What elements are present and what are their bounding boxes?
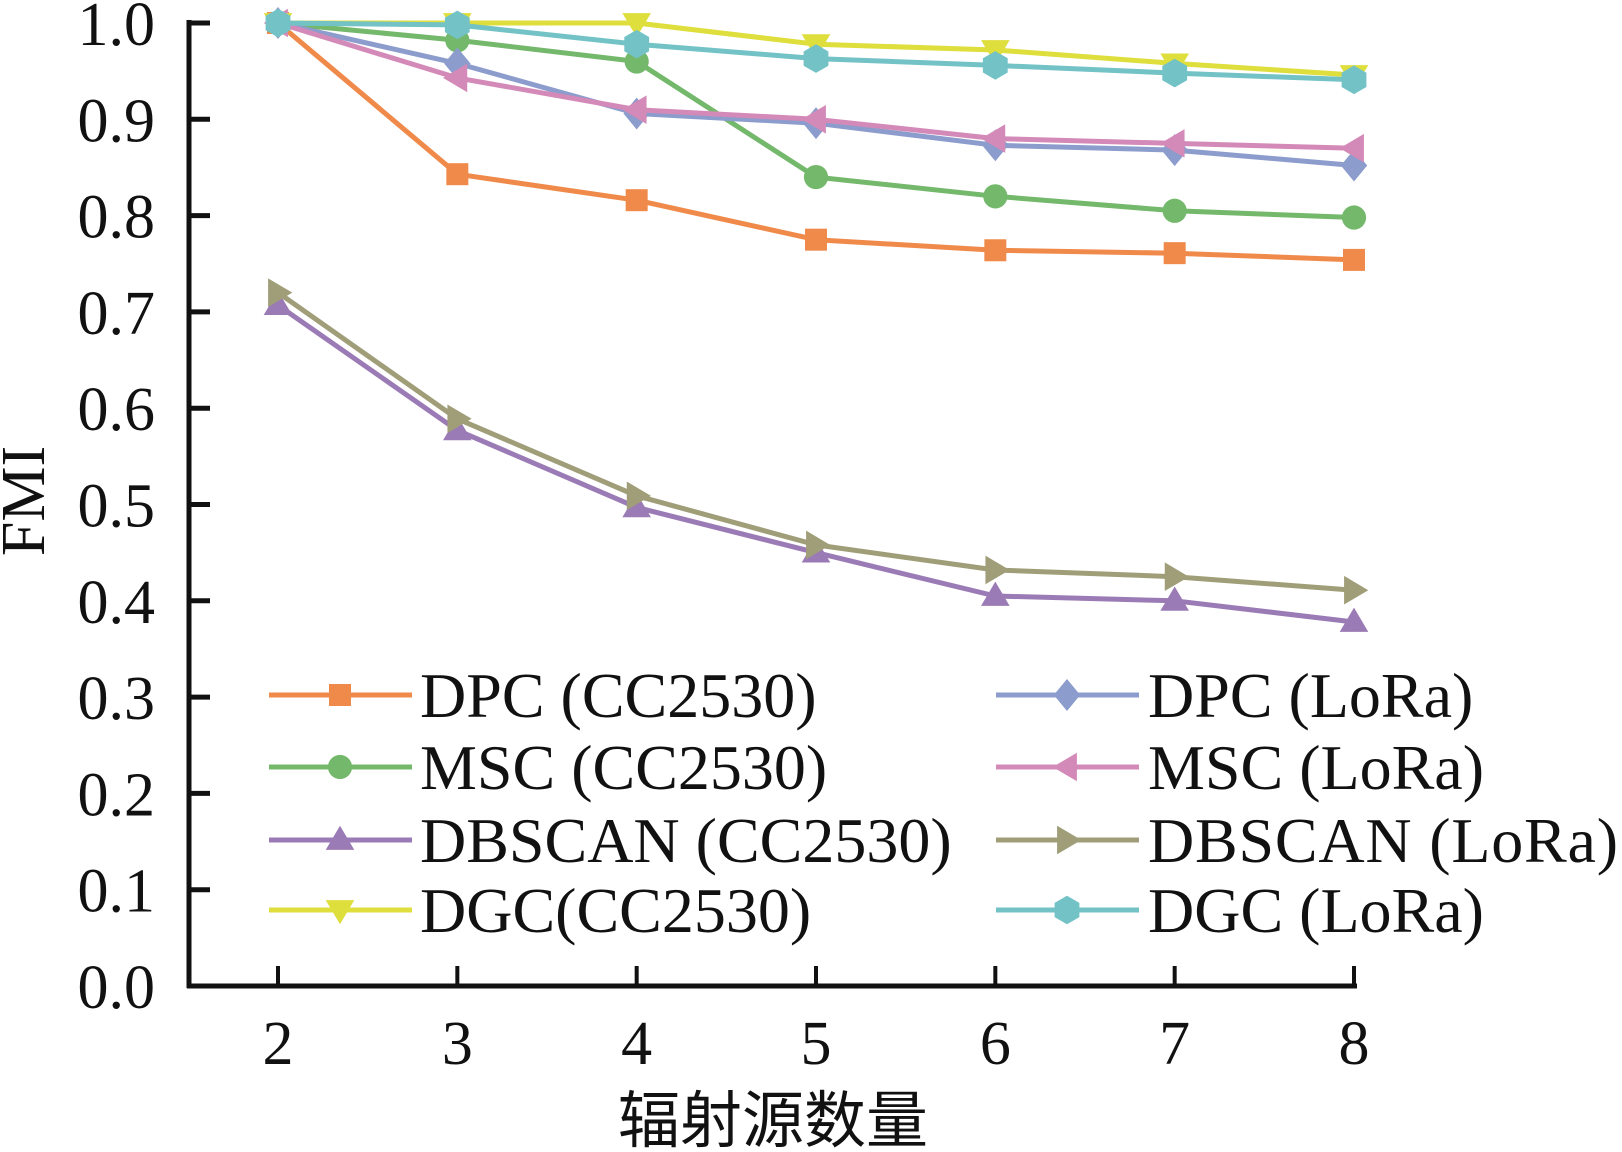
data-point-marker — [803, 164, 829, 190]
data-point-marker — [624, 49, 649, 74]
data-point-marker — [1341, 65, 1367, 95]
data-point-marker — [444, 10, 470, 40]
legend-marker-icon — [325, 900, 355, 925]
legend-item: DBSCAN (CC2530) — [269, 805, 952, 876]
data-point-marker — [624, 29, 650, 59]
legend-label: DPC (CC2530) — [420, 660, 817, 731]
legend-label: MSC (LoRa) — [1148, 732, 1484, 803]
data-point-marker — [1160, 129, 1185, 158]
x-ticks: 2 3 4 5 6 7 8 — [263, 966, 1370, 1078]
legend-marker-icon — [327, 754, 353, 780]
legend-marker-icon — [325, 825, 355, 850]
data-point-marker — [268, 278, 293, 307]
data-point-marker — [981, 581, 1010, 606]
y-tick-label: 0.0 — [78, 954, 156, 1022]
data-point-marker — [443, 63, 468, 93]
legend-label: DPC (LoRa) — [1148, 660, 1473, 731]
data-point-marker — [443, 416, 472, 441]
legend-item: DBSCAN (LoRa) — [996, 805, 1618, 876]
data-point-marker — [806, 530, 831, 560]
legend-marker-icon — [1052, 752, 1077, 782]
y-tick-label: 1.0 — [78, 0, 156, 59]
data-point-marker — [622, 13, 651, 38]
legend-marker-icon — [1053, 679, 1081, 711]
legend-label: DGC(CC2530) — [420, 875, 811, 946]
data-point-marker — [1162, 198, 1187, 223]
x-tick-label: 8 — [1339, 1010, 1370, 1078]
data-point-marker — [983, 184, 1008, 209]
legend-marker-icon — [1057, 825, 1082, 855]
legend-marker-icon — [1054, 895, 1080, 925]
x-tick-label: 7 — [1159, 1010, 1190, 1078]
data-point-marker — [1341, 205, 1367, 230]
y-tick-label: 0.5 — [78, 473, 156, 541]
data-point-marker — [1343, 248, 1365, 271]
y-axis-title: FMI — [0, 446, 58, 556]
x-axis-title: 辐射源数量 — [618, 1088, 928, 1152]
data-point-marker — [447, 404, 472, 434]
data-point-marker — [982, 51, 1008, 80]
legend-label: DBSCAN (LoRa) — [1148, 805, 1618, 876]
legend-item: DPC (CC2530) — [269, 660, 817, 731]
series-dbscan-lora — [268, 278, 1369, 605]
legend-label: DBSCAN (CC2530) — [420, 805, 952, 876]
x-tick-label: 4 — [621, 1010, 652, 1078]
legend-item: MSC (CC2530) — [269, 732, 827, 803]
legend-label: DGC (LoRa) — [1148, 875, 1484, 946]
x-tick-label: 6 — [980, 1010, 1011, 1078]
legend-marker-icon — [329, 684, 351, 706]
data-point-marker — [265, 8, 291, 38]
legend-item: MSC (LoRa) — [996, 732, 1484, 803]
data-point-marker — [446, 163, 469, 186]
y-ticks: 0.0 0.1 0.2 0.3 0.4 0.5 0.6 0.7 0.8 0.9 1.0 — [78, 0, 210, 1022]
data-point-marker — [801, 105, 826, 134]
data-point-marker — [1344, 575, 1369, 605]
data-point-marker — [622, 95, 647, 124]
x-tick-label: 5 — [801, 1010, 832, 1078]
series-dpc-cc2530 — [267, 12, 1365, 271]
data-point-marker — [805, 228, 827, 251]
legend-label: MSC (CC2530) — [420, 732, 827, 803]
data-point-marker — [1339, 133, 1364, 163]
data-point-marker — [263, 290, 293, 316]
data-point-marker — [1162, 58, 1188, 88]
data-point-marker — [985, 555, 1010, 585]
data-point-marker — [1160, 586, 1189, 611]
data-point-marker — [622, 493, 651, 518]
data-point-marker — [1339, 607, 1369, 632]
series-msc-lora — [263, 8, 1364, 163]
series-line — [276, 303, 1355, 625]
data-point-marker — [981, 124, 1006, 153]
legend-item: DGC (LoRa) — [996, 875, 1484, 946]
series-dgc-lora — [265, 8, 1367, 95]
y-tick-label: 0.8 — [78, 184, 156, 252]
y-tick-label: 0.9 — [78, 87, 156, 155]
y-tick-label: 0.6 — [78, 376, 156, 444]
data-point-marker — [803, 44, 829, 73]
data-point-marker — [626, 481, 651, 511]
y-tick-label: 0.2 — [78, 761, 156, 829]
y-tick-label: 0.7 — [78, 280, 156, 348]
series-dpc-lora — [264, 7, 1368, 182]
series-layer — [263, 7, 1369, 632]
data-point-marker — [1164, 562, 1189, 592]
y-tick-label: 0.4 — [78, 569, 156, 637]
legend: DPC (CC2530)MSC (CC2530)DBSCAN (CC2530)D… — [269, 660, 1618, 946]
x-tick-label: 3 — [442, 1010, 473, 1078]
y-tick-label: 0.3 — [78, 665, 156, 733]
data-point-marker — [984, 239, 1007, 262]
y-tick-label: 0.1 — [78, 858, 156, 926]
legend-item: DPC (LoRa) — [996, 660, 1473, 731]
data-point-marker — [625, 189, 648, 212]
x-tick-label: 2 — [263, 1010, 294, 1078]
legend-item: DGC(CC2530) — [269, 875, 811, 946]
data-point-marker — [1163, 242, 1186, 265]
